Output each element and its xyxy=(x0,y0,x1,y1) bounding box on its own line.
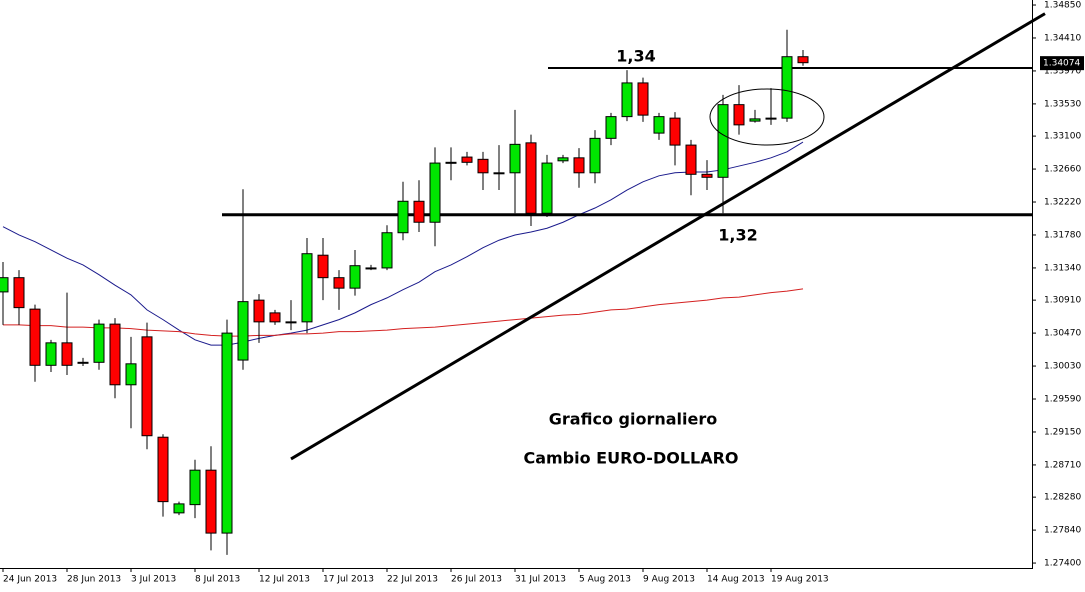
y-tick-label: 1.30030 xyxy=(1044,362,1081,372)
y-tick-label: 1.31340 xyxy=(1044,263,1081,273)
candle-body xyxy=(589,137,601,174)
candle-body xyxy=(653,116,665,134)
candle-body xyxy=(269,312,281,323)
y-tick-label: 1.33970 xyxy=(1044,66,1081,76)
candle-body xyxy=(525,142,537,214)
candle-body xyxy=(141,336,153,437)
x-tick-label: 22 Jul 2013 xyxy=(387,575,438,585)
last-price-label: 1.34074 xyxy=(1043,59,1080,69)
candle-body xyxy=(61,342,73,366)
candle-body xyxy=(461,156,473,163)
drawn-lines: 1,34 1,32 xyxy=(222,12,1046,461)
candle-body xyxy=(157,436,169,503)
y-tick-label: 1.33530 xyxy=(1044,99,1081,109)
y-tick-label: 1.32660 xyxy=(1044,165,1081,175)
candle-body xyxy=(93,323,105,363)
last-price-box xyxy=(1040,56,1084,71)
x-tick-label: 12 Jul 2013 xyxy=(259,575,310,585)
y-tick-label: 1.31780 xyxy=(1044,230,1081,240)
x-tick-label: 24 Jun 2013 xyxy=(3,575,57,585)
candle-body xyxy=(317,254,329,279)
candle-body xyxy=(637,82,649,116)
y-tick-label: 1.34410 xyxy=(1044,33,1081,43)
x-tick-label: 9 Aug 2013 xyxy=(643,575,695,585)
candle-body xyxy=(733,104,745,126)
candle-body xyxy=(797,56,809,64)
candle-body xyxy=(13,277,25,309)
y-tick-label: 1.30910 xyxy=(1044,296,1081,306)
annotation: Grafico giornaliero xyxy=(549,410,717,429)
candle-body xyxy=(557,157,569,162)
candle-body xyxy=(29,308,41,366)
candle-body xyxy=(781,56,793,119)
x-tick-label: 26 Jul 2013 xyxy=(451,575,502,585)
candle-body xyxy=(413,200,425,223)
candle-body xyxy=(605,116,617,139)
moving-average xyxy=(2,141,804,346)
x-tick-label: 28 Jun 2013 xyxy=(67,575,121,585)
candle-body xyxy=(77,361,89,364)
candle-body xyxy=(621,82,633,118)
candle-body xyxy=(509,143,521,174)
candle-body xyxy=(109,323,121,386)
candle-body xyxy=(253,299,265,323)
y-tick-label: 1.34850 xyxy=(1044,1,1081,11)
candle-body xyxy=(717,104,729,178)
candle-body xyxy=(573,157,585,174)
trend-line xyxy=(290,12,1046,461)
candle-body xyxy=(381,232,393,269)
candle-body xyxy=(541,162,553,214)
level-label: 1,34 xyxy=(616,47,655,66)
candle-body xyxy=(189,469,201,506)
moving-average xyxy=(3,288,804,337)
y-tick-label: 1.30470 xyxy=(1044,329,1081,339)
candle-body xyxy=(237,301,249,361)
candle-body xyxy=(749,118,761,122)
moving-averages xyxy=(2,141,804,346)
y-tick-label: 1.27840 xyxy=(1044,526,1081,536)
candle-body xyxy=(477,158,489,174)
candle-body xyxy=(205,469,217,534)
y-tick-label: 1.29150 xyxy=(1044,427,1081,437)
candle-body xyxy=(285,321,297,324)
candle-body xyxy=(221,332,233,534)
highlight-ellipse xyxy=(709,88,825,146)
x-tick-label: 19 Aug 2013 xyxy=(771,575,829,585)
candle-body xyxy=(301,253,313,323)
candle-body xyxy=(493,172,505,175)
candle-body xyxy=(0,277,9,293)
y-tick-label: 1.27400 xyxy=(1044,559,1081,569)
x-tick-label: 31 Jul 2013 xyxy=(515,575,566,585)
candle-body xyxy=(429,162,441,223)
candle-body xyxy=(333,277,345,289)
candle-body xyxy=(669,117,681,146)
candle-body xyxy=(125,363,137,386)
y-tick-label: 1.32220 xyxy=(1044,198,1081,208)
candle-body xyxy=(349,265,361,289)
y-tick-label: 1.29590 xyxy=(1044,395,1081,405)
candle-body xyxy=(701,173,713,178)
candles xyxy=(0,29,809,555)
y-tick-label: 1.28280 xyxy=(1044,493,1081,503)
x-tick-label: 8 Jul 2013 xyxy=(195,575,240,585)
candle-body xyxy=(685,144,697,175)
candle-body xyxy=(173,503,185,514)
level-label: 1,32 xyxy=(718,226,757,245)
candle-body xyxy=(765,117,777,120)
candle-body xyxy=(365,267,377,270)
annotation: Cambio EURO-DOLLARO xyxy=(523,449,738,468)
x-tick-label: 3 Jul 2013 xyxy=(131,575,176,585)
y-tick-label: 1.28710 xyxy=(1044,460,1081,470)
candle-body xyxy=(445,161,457,164)
x-tick-label: 14 Aug 2013 xyxy=(707,575,765,585)
x-tick-label: 5 Aug 2013 xyxy=(579,575,631,585)
y-tick-label: 1.33100 xyxy=(1044,132,1081,142)
candle-body xyxy=(397,200,409,234)
candle-body xyxy=(45,342,57,366)
x-tick-label: 17 Jul 2013 xyxy=(323,575,374,585)
